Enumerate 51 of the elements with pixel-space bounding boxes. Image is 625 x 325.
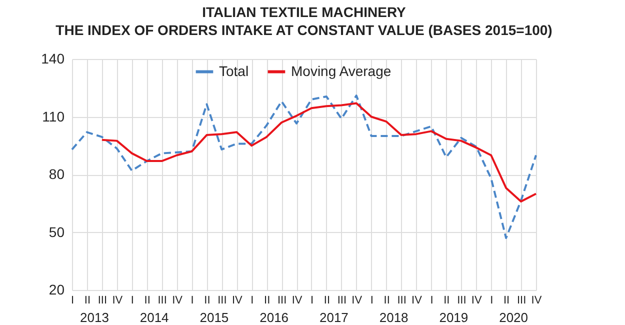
x-tick-label: II <box>384 294 390 306</box>
y-tick-label: 80 <box>48 166 65 182</box>
x-tick-label: III <box>218 294 227 306</box>
legend-label: Total <box>219 62 249 79</box>
x-tick-label: III <box>158 294 167 306</box>
x-tick-label: II <box>264 294 270 306</box>
line-series <box>71 94 537 240</box>
text: 2015 <box>200 310 229 325</box>
x-tick-label: II <box>444 294 450 306</box>
x-tick-label: II <box>504 294 510 306</box>
x-tick-label: II <box>324 294 330 306</box>
x-tick-label: III <box>397 294 406 306</box>
chart-title: ITALIAN TEXTILE MACHINERY <box>202 4 407 20</box>
x-tick-label: III <box>457 294 466 306</box>
legend-label: Moving Average <box>291 62 392 79</box>
x-tick-label: IV <box>471 294 482 306</box>
x-tick-label: IV <box>531 294 542 306</box>
y-tick-label: 140 <box>41 50 65 66</box>
x-tick-label: IV <box>412 294 423 306</box>
text: 2020 <box>499 310 528 325</box>
text: 2014 <box>140 310 169 325</box>
y-tick-label: 110 <box>42 108 65 124</box>
x-tick-label: II <box>144 294 150 306</box>
x-tick-label: I <box>490 294 494 306</box>
chart-subtitle: THE INDEX OF ORDERS INTAKE AT CONSTANT VALUE (BASES 2015=100) <box>56 22 552 38</box>
text: 2018 <box>379 310 408 325</box>
x-tick-label: IV <box>172 294 184 306</box>
x-tick-label: I <box>250 294 254 306</box>
text: 2017 <box>319 310 348 325</box>
text: 2013 <box>80 310 109 325</box>
x-tick-label: IV <box>352 294 363 306</box>
x-tick-label: II <box>204 294 210 306</box>
x-tick-label: I <box>370 294 374 306</box>
x-tick-label: III <box>337 294 347 306</box>
x-tick-label: I <box>130 294 134 306</box>
x-tick-label: I <box>190 294 194 306</box>
x-tick-label: I <box>70 294 74 306</box>
text: 2019 <box>439 310 468 325</box>
x-tick-label: III <box>98 294 108 306</box>
x-tick-label: III <box>277 294 287 306</box>
x-tick-label: I <box>430 294 434 306</box>
x-tick-label: IV <box>292 294 303 306</box>
line-series <box>100 102 537 202</box>
y-tick-label: 50 <box>48 224 65 240</box>
x-tick-label: I <box>310 294 314 306</box>
text: 2016 <box>260 310 289 325</box>
x-tick-label: IV <box>232 294 243 306</box>
x-tick-label: II <box>84 294 91 306</box>
x-tick-label: III <box>516 294 526 306</box>
x-tick-label: IV <box>112 294 124 306</box>
y-tick-label: 20 <box>48 282 65 298</box>
